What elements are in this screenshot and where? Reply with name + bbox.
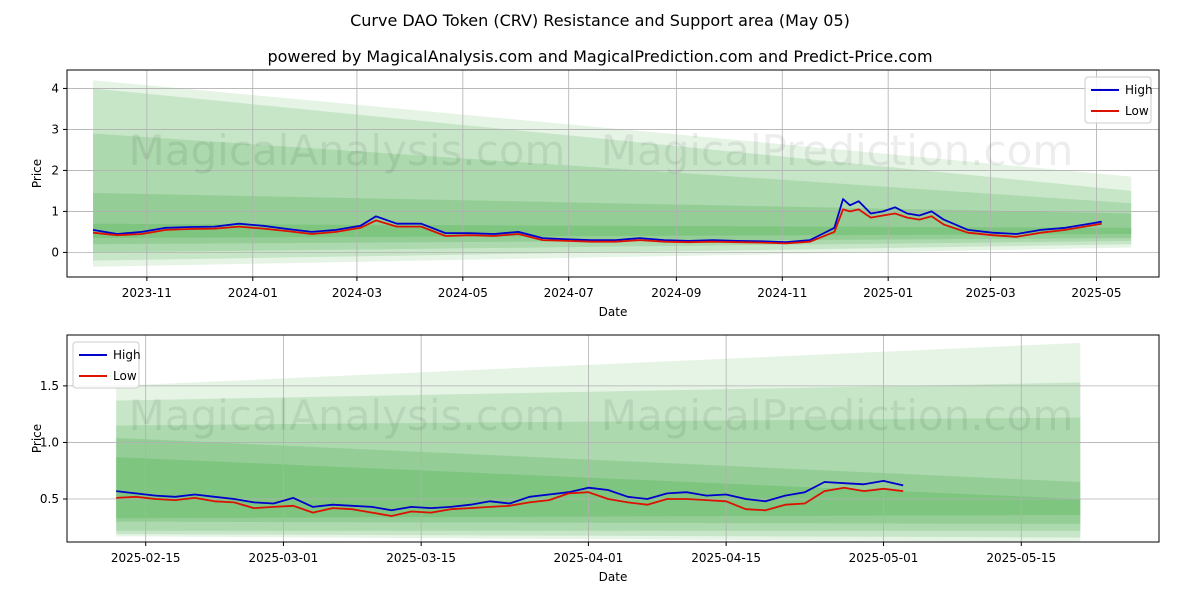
x-tick-label: 2025-04-15: [691, 551, 761, 565]
x-tick-label: 2024-01: [228, 286, 278, 300]
y-tick-label: 0.5: [40, 492, 59, 506]
plot-area: MagicalAnalysis.com MagicalPrediction.com: [67, 335, 1159, 542]
x-tick-label: 2023-11: [122, 286, 172, 300]
watermark: MagicalAnalysis.com: [129, 126, 566, 175]
y-tick-label: 1.0: [40, 435, 59, 449]
plot-frame: [66, 69, 1160, 278]
band-2: [93, 133, 1132, 253]
chart-title: Curve DAO Token (CRV) Resistance and Sup…: [350, 11, 850, 30]
y-axis-label: Price: [30, 159, 44, 188]
x-tick-label: 2025-04-01: [554, 551, 624, 565]
y-tick-label: 2: [51, 163, 59, 177]
y-axis-label: Price: [30, 424, 44, 453]
y-tick-label: 3: [51, 122, 59, 136]
x-axis-label: Date: [599, 305, 628, 319]
band-4: [116, 457, 1081, 519]
band-2: [116, 417, 1081, 531]
y-tick-label: 1: [51, 204, 59, 218]
x-tick-label: 2025-01: [863, 286, 913, 300]
y-tick-label: 4: [51, 81, 59, 95]
y-tick-label: 1.5: [40, 379, 59, 393]
plot-area: MagicalAnalysis.com MagicalPrediction.com: [67, 70, 1159, 277]
chart-panel-top: MagicalAnalysis.com MagicalPrediction.com…: [30, 69, 1160, 319]
chart-panel-bottom: MagicalAnalysis.com MagicalPrediction.com…: [30, 334, 1160, 584]
x-tick-label: 2025-05-01: [849, 551, 919, 565]
x-tick-label: 2025-03-15: [386, 551, 456, 565]
y-tick-label: 0: [51, 245, 59, 259]
x-tick-label: 2024-05: [438, 286, 488, 300]
x-tick-label: 2024-11: [757, 286, 807, 300]
legend-label-low: Low: [1125, 104, 1149, 118]
watermark: MagicalAnalysis.com: [129, 391, 566, 440]
series-line-low: [92, 208, 1102, 245]
series-line-low: [116, 486, 904, 517]
x-tick-label: 2025-05-15: [986, 551, 1056, 565]
x-tick-label: 2025-03: [966, 286, 1016, 300]
legend-label-low: Low: [113, 369, 137, 383]
watermark: MagicalPrediction.com: [601, 126, 1074, 175]
legend-label-high: High: [113, 348, 141, 362]
x-tick-label: 2025-03-01: [249, 551, 319, 565]
band-3: [116, 437, 1081, 524]
legend: High Low: [72, 341, 141, 389]
series-line-high: [92, 198, 1102, 244]
x-tick-label: 2025-02-15: [111, 551, 181, 565]
x-axis-label: Date: [599, 570, 628, 584]
plot-frame: [66, 334, 1160, 543]
x-tick-label: 2025-05: [1071, 286, 1121, 300]
x-tick-label: 2024-07: [544, 286, 594, 300]
watermark: MagicalPrediction.com: [601, 391, 1074, 440]
x-tick-label: 2024-09: [651, 286, 701, 300]
series-line-high: [116, 480, 904, 512]
x-tick-label: 2024-03: [332, 286, 382, 300]
band-3: [93, 192, 1132, 245]
legend-label-high: High: [1125, 83, 1153, 97]
legend: High Low: [1084, 76, 1153, 124]
chart-subtitle: powered by MagicalAnalysis.com and Magic…: [267, 47, 932, 66]
band-0: [93, 80, 1132, 267]
